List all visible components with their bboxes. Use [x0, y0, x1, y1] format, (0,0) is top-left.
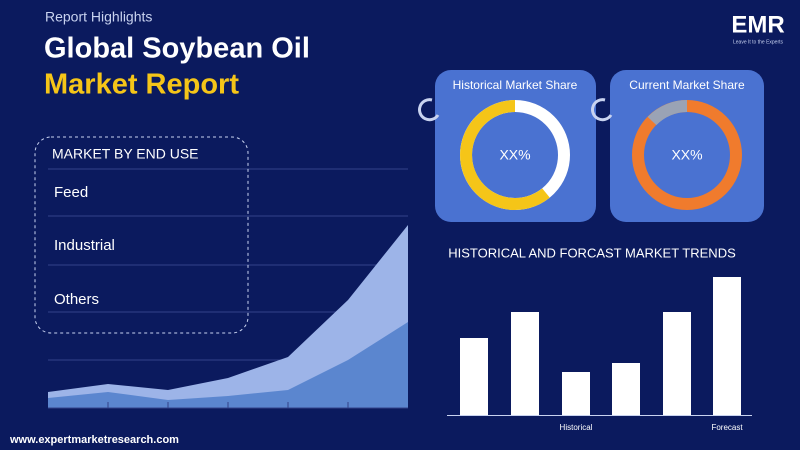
area-decoration	[48, 322, 408, 408]
donut-decoration	[460, 100, 550, 210]
bar-decoration	[460, 277, 741, 415]
title: Global Soybean Oil	[44, 33, 310, 65]
trend-label: Historical	[560, 423, 593, 432]
area-decoration	[48, 225, 408, 408]
arrow-icon	[591, 98, 613, 122]
card-value: XX%	[499, 147, 530, 163]
arrow-icon	[418, 98, 440, 122]
segments-title: MARKET BY END USE	[52, 146, 199, 162]
kicker: Report Highlights	[45, 9, 152, 25]
trend-label: Forecast	[711, 423, 743, 432]
footer-url: www.expertmarketresearch.com	[9, 434, 179, 446]
segment-item: Feed	[54, 184, 88, 201]
segment-item: Others	[54, 291, 99, 308]
card-title: Historical Market Share	[453, 78, 578, 92]
segment-item: Industrial	[54, 237, 115, 254]
donut-decoration	[647, 100, 688, 126]
title: Market Report	[44, 69, 239, 101]
card-value: XX%	[671, 147, 702, 163]
area-decoration	[48, 402, 408, 409]
area-decoration	[48, 168, 408, 361]
segments-box	[34, 136, 249, 334]
trends-title: HISTORICAL AND FORCAST MARKET TRENDS	[448, 245, 736, 260]
logo: EMR	[731, 11, 784, 38]
card-title: Current Market Share	[629, 78, 745, 92]
logo-tagline: Leave It to the Experts	[733, 39, 784, 45]
